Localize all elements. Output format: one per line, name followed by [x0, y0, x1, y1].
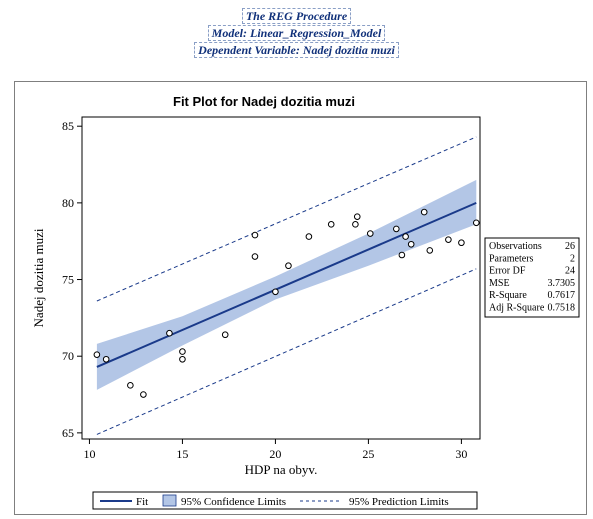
data-point — [93, 351, 101, 358]
data-point — [166, 329, 173, 337]
upper-prediction-limit — [96, 136, 477, 302]
stat-label: Observations — [489, 241, 542, 252]
data-point — [407, 240, 415, 248]
x-tick-label: 10 — [83, 447, 95, 461]
y-tick-label: 70 — [62, 349, 74, 363]
plot-area — [81, 116, 481, 440]
data-point — [398, 251, 406, 259]
legend-confidence-label: 95% Confidence Limits — [181, 496, 286, 508]
data-point — [127, 382, 134, 389]
y-axis-label: Nadej dozitia muzi — [31, 228, 46, 327]
data-point — [352, 221, 359, 228]
data-point — [445, 236, 452, 243]
lower-prediction-limit — [96, 268, 477, 435]
data-point — [366, 230, 374, 237]
x-tick-label: 25 — [362, 447, 374, 461]
data-point — [251, 253, 259, 260]
stat-value: 26 — [565, 241, 575, 252]
data-point — [472, 219, 480, 227]
stat-value: 0.7617 — [548, 290, 576, 301]
data-point — [327, 221, 335, 228]
legend-prediction-label: 95% Prediction Limits — [349, 496, 449, 508]
stat-label: Adj R-Square — [489, 303, 545, 314]
data-point — [285, 262, 292, 270]
data-point — [305, 233, 313, 240]
stat-value: 24 — [565, 266, 575, 277]
stat-value: 0.7518 — [548, 303, 576, 314]
data-point — [179, 348, 186, 355]
legend-confidence-swatch — [162, 494, 177, 507]
fit-line — [96, 201, 477, 368]
stat-value: 2 — [570, 253, 575, 264]
procedure-title: The REG Procedure — [0, 8, 593, 24]
dependent-variable-title: Dependent Variable: Nadej dozitia muzi — [0, 42, 593, 58]
stat-label: R-Square — [489, 290, 527, 301]
data-point — [426, 247, 434, 254]
data-point — [420, 208, 428, 216]
legend-fit-label: Fit — [136, 496, 148, 508]
chart-title: Fit Plot for Nadej dozitia muzi — [173, 94, 355, 109]
x-tick-label: 30 — [455, 447, 467, 461]
stats-box: Observations 26 Parameters 2 Error DF 24 MSE 3.… — [484, 237, 580, 318]
data-point — [179, 355, 186, 363]
model-title: Model: Linear_Regression_Model — [0, 25, 593, 41]
stat-label: Error DF — [489, 266, 526, 277]
legend: Fit 95% Confidence Limits 95% Prediction… — [92, 491, 478, 510]
y-tick-label: 85 — [62, 119, 74, 133]
data-point — [140, 391, 147, 398]
y-tick-label: 80 — [62, 196, 74, 210]
stat-label: MSE — [489, 278, 510, 289]
y-tick-label: 75 — [62, 273, 74, 287]
y-tick-label: 65 — [62, 426, 74, 440]
plot-frame — [14, 81, 587, 515]
data-point — [393, 225, 400, 233]
data-point — [221, 331, 229, 339]
stat-label: Parameters — [489, 253, 534, 264]
data-point — [272, 288, 279, 296]
data-point — [458, 239, 465, 247]
x-tick-label: 20 — [269, 447, 281, 461]
data-point — [402, 233, 409, 240]
stat-value: 3.7305 — [548, 278, 576, 289]
x-axis-label: HDP na obyv. — [245, 462, 318, 477]
x-tick-label: 15 — [176, 447, 188, 461]
data-point — [353, 213, 361, 220]
data-point — [102, 355, 110, 363]
data-point — [251, 231, 259, 239]
